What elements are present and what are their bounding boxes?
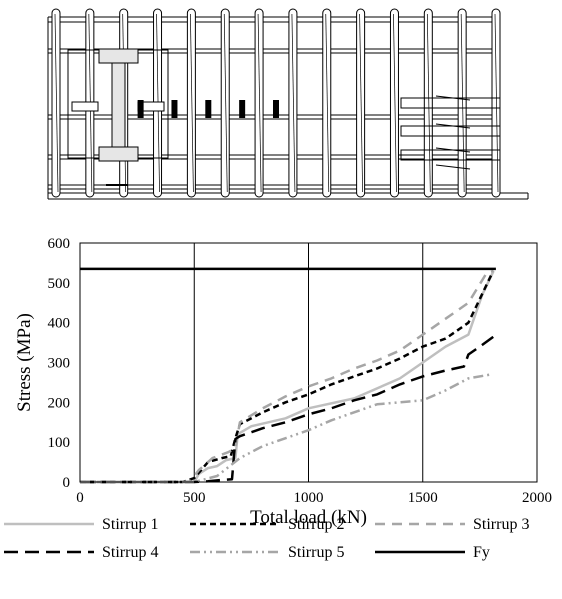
x-tick-label-2: 1000 <box>294 490 324 506</box>
stirrup-leg-8 <box>291 13 296 193</box>
reinforcement-diagram <box>47 8 529 200</box>
stirrup-leg-6 <box>223 13 228 193</box>
strain-gauges <box>137 100 279 118</box>
strain-gauge-3 <box>205 100 212 118</box>
series-line-5 <box>80 373 492 484</box>
stirrup-6 <box>220 8 230 198</box>
stress-load-chart: 0 500 1000 1500 2000 0 100 200 300 400 500 600 Tot… <box>4 236 552 561</box>
stirrup-leg-12 <box>426 13 431 193</box>
stirrup-5 <box>186 8 196 198</box>
stirrup-11 <box>389 8 399 198</box>
stirrup-leg-10 <box>359 13 363 193</box>
steel-section <box>67 48 169 186</box>
legend: Stirrup 1 Stirrup 2 Stirrup 3 Stirrup 4 Stir… <box>4 516 529 561</box>
x-axis-title: Total load (kN) <box>250 507 367 528</box>
stirrup-leg-13 <box>460 13 465 193</box>
series-line-2 <box>80 274 493 484</box>
stirrup-leg-9 <box>325 13 330 193</box>
y-axis-ticks: 0 100 200 300 400 500 600 <box>48 236 71 491</box>
stirrup-10 <box>356 8 366 198</box>
y-tick-label-6: 600 <box>48 236 71 252</box>
strain-gauge-1 <box>137 100 144 118</box>
x-tick-label-1: 500 <box>183 490 206 506</box>
legend-label-5: Stirrup 5 <box>288 544 344 561</box>
y-tick-label-2: 200 <box>48 395 71 411</box>
y-tick-label-5: 500 <box>48 276 71 292</box>
x-tick-label-4: 2000 <box>522 490 552 506</box>
series-line-4 <box>80 335 495 484</box>
stirrup-9 <box>322 8 332 198</box>
legend-label-1: Stirrup 1 <box>102 516 158 533</box>
y-tick-label-1: 100 <box>48 435 71 451</box>
y-tick-label-0: 0 <box>63 475 71 491</box>
y-axis-title: Stress (MPa) <box>14 313 35 412</box>
series-line-1 <box>80 270 495 484</box>
stirrup-leg-1 <box>54 13 59 193</box>
stirrup-leg-7 <box>257 13 262 193</box>
stirrup-leg-5 <box>190 13 194 193</box>
end-detail <box>400 95 501 170</box>
legend-label-6: Fy <box>473 544 490 561</box>
strain-gauge-2 <box>171 100 178 118</box>
x-axis-ticks: 0 500 1000 1500 2000 <box>76 490 552 506</box>
legend-label-2: Stirrup 2 <box>288 516 344 533</box>
series-lines <box>80 267 496 484</box>
x-tick-label-3: 1500 <box>408 490 438 506</box>
stirrup-7 <box>254 8 264 198</box>
stirrup-leg-11 <box>393 13 397 193</box>
legend-label-3: Stirrup 3 <box>473 516 529 533</box>
plot-frame <box>79 242 538 483</box>
strain-gauge-4 <box>239 100 246 118</box>
x-tick-label-0: 0 <box>76 490 84 506</box>
stirrup-14 <box>491 8 501 198</box>
y-tick-label-3: 300 <box>48 356 71 372</box>
y-tick-label-4: 400 <box>48 316 71 332</box>
stirrup-12 <box>423 8 433 198</box>
legend-label-4: Stirrup 4 <box>102 544 158 561</box>
stirrup-8 <box>288 8 298 198</box>
strain-gauge-5 <box>273 100 279 118</box>
series-line-3 <box>80 269 494 484</box>
stirrup-1 <box>51 8 61 198</box>
stirrup-leg-14 <box>494 13 499 193</box>
